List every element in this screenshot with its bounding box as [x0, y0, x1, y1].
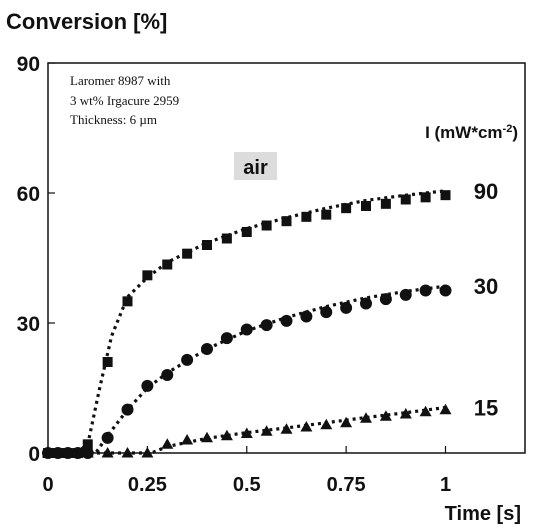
data-point [81, 447, 94, 458]
data-point [420, 192, 431, 203]
y-tick-label: 0 [28, 443, 40, 466]
series-label-90: 90 [474, 179, 498, 204]
series-label-30: 30 [474, 274, 498, 299]
data-point [181, 353, 194, 366]
y-tick-label: 30 [17, 313, 40, 336]
x-axis: 0 0.25 0.5 0.75 1 [42, 446, 451, 496]
data-point [419, 405, 432, 417]
y-axis-title: Conversion [%] [6, 9, 167, 34]
data-point [42, 447, 54, 458]
data-point [142, 270, 153, 281]
sample-annotation: Laromer 8987 with 3 wt% Irgacure 2959 Th… [70, 73, 179, 127]
y-tick-label: 60 [17, 183, 40, 206]
intensity-header-suffix: ) [512, 123, 518, 142]
data-point [202, 240, 212, 250]
data-point [51, 447, 64, 458]
data-point [400, 194, 411, 205]
data-point [300, 421, 313, 432]
data-point [261, 220, 272, 231]
annotation-line-3: Thickness: 6 µm [70, 112, 157, 127]
data-point [121, 403, 134, 416]
x-tick-label: 1 [440, 474, 451, 496]
data-point [439, 403, 452, 415]
intensity-header-exponent: -2 [503, 123, 513, 135]
series-labels: 90 30 15 [474, 179, 498, 421]
y-axis-label: Conversion [%] [6, 9, 167, 34]
x-tick-label: 0.75 [327, 474, 366, 496]
x-tick-label: 0 [42, 474, 53, 496]
data-point [280, 314, 293, 327]
annotation-line-1: Laromer 8987 with [70, 73, 171, 88]
data-point [340, 416, 353, 428]
data-point [360, 297, 372, 310]
data-point [341, 203, 352, 214]
atmosphere-label: air [243, 157, 268, 179]
data-point [121, 447, 134, 458]
data-point [399, 408, 412, 419]
data-point [399, 288, 412, 301]
data-point [201, 431, 213, 443]
data-point [300, 310, 313, 323]
data-point [141, 447, 154, 458]
data-point [260, 319, 273, 332]
data-point [161, 438, 174, 449]
atmosphere-badge-background [234, 152, 277, 180]
x-tick-label: 0.5 [233, 474, 261, 496]
x-axis-label: Time [s] [445, 503, 521, 525]
data-point [71, 447, 84, 458]
data-point [182, 248, 193, 259]
data-point [360, 412, 372, 423]
data-point [220, 429, 233, 441]
intensity-legend-header: I (mW*cm-2) [425, 123, 518, 142]
y-axis: 0 30 60 90 [17, 53, 55, 466]
series-label-15: 15 [474, 396, 498, 421]
data-point [260, 425, 273, 436]
data-point [82, 439, 93, 450]
data-point [240, 323, 253, 336]
data-point [201, 343, 213, 355]
x-tick-label: 0.25 [128, 474, 167, 496]
data-point [240, 427, 253, 438]
thickness-label: Thickness: 6 [70, 112, 139, 127]
data-point [440, 190, 451, 201]
data-point [439, 284, 452, 297]
plot-area [47, 62, 526, 454]
annotation-line-2: 3 wt% Irgacure 2959 [70, 93, 179, 108]
intensity-header: I (mW*cm-2) [425, 123, 518, 142]
data-point [162, 259, 173, 270]
data-point [181, 434, 194, 445]
data-point [340, 301, 353, 314]
data-point [379, 293, 392, 306]
data-point [281, 216, 292, 227]
data-point [61, 447, 74, 458]
data-point [280, 423, 293, 434]
data-point [101, 447, 114, 458]
data-markers [42, 190, 452, 459]
data-point [102, 357, 113, 367]
thickness-unit: µm [139, 112, 157, 127]
data-point [220, 332, 233, 345]
data-point [241, 227, 252, 237]
data-point [101, 431, 114, 444]
data-point [380, 198, 391, 209]
data-point [419, 284, 432, 297]
data-point [379, 410, 392, 421]
x-axis-title: Time [s] [445, 503, 521, 525]
data-point [301, 211, 312, 222]
data-point [320, 306, 333, 319]
y-tick-label: 90 [17, 53, 40, 76]
intensity-header-prefix: I (mW*cm [425, 123, 502, 142]
data-point [141, 379, 154, 392]
data-point [320, 418, 333, 430]
data-point [361, 201, 371, 211]
atmosphere-badge: air [234, 152, 277, 180]
data-point [321, 209, 332, 220]
data-point [221, 233, 232, 244]
data-point [122, 296, 133, 307]
data-point [161, 369, 174, 381]
